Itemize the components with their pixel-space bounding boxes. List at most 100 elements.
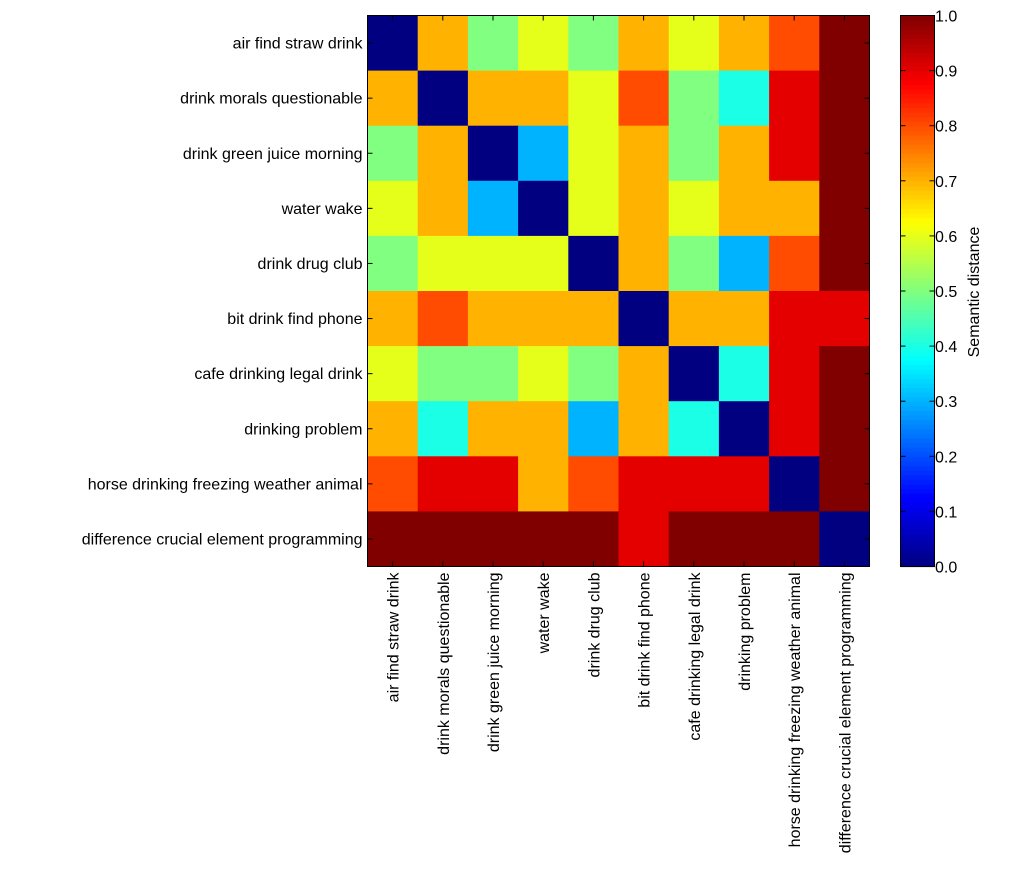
colorbar-tick-label: 0.2 bbox=[935, 449, 957, 466]
heatmap-cell bbox=[618, 235, 670, 292]
colorbar-segment bbox=[900, 176, 935, 182]
heatmap-cell bbox=[568, 70, 619, 127]
colorbar-segment bbox=[900, 460, 935, 467]
heatmap-cell bbox=[518, 511, 569, 567]
colorbar-segment bbox=[900, 387, 935, 393]
colorbar-segment bbox=[900, 56, 935, 63]
colorbar-segment bbox=[900, 525, 935, 531]
colorbar-segment bbox=[900, 323, 935, 329]
colorbar-segment bbox=[900, 98, 935, 104]
heatmap-cell bbox=[769, 15, 820, 72]
colorbar-segment bbox=[900, 515, 935, 522]
heatmap-cell bbox=[769, 511, 820, 567]
x-tick-label: cafe drinking legal drink bbox=[687, 572, 704, 741]
heatmap-cell bbox=[518, 456, 569, 512]
colorbar-segment bbox=[900, 212, 935, 219]
colorbar-segment bbox=[900, 107, 935, 113]
colorbar-segment bbox=[900, 240, 935, 246]
colorbar-segment bbox=[900, 33, 935, 40]
colorbar-segment bbox=[900, 286, 935, 292]
heatmap-cell bbox=[367, 401, 419, 457]
heatmap-cell bbox=[367, 125, 419, 182]
heatmap-cell bbox=[467, 511, 519, 567]
heatmap-cells bbox=[367, 15, 870, 567]
colorbar-segment bbox=[900, 47, 935, 53]
colorbar-segment bbox=[900, 493, 935, 499]
heatmap-cell bbox=[819, 511, 870, 567]
heatmap-cell bbox=[718, 511, 770, 567]
colorbar-segment bbox=[900, 419, 935, 425]
heatmap-cell bbox=[518, 15, 569, 72]
colorbar-segment bbox=[900, 506, 935, 512]
colorbar-segment bbox=[900, 15, 935, 21]
heatmap-cell bbox=[518, 291, 569, 347]
y-tick-label: air find straw drink bbox=[233, 36, 364, 53]
heatmap-cell bbox=[718, 346, 770, 402]
heatmap-cell bbox=[568, 401, 619, 457]
colorbar-segment bbox=[900, 359, 935, 366]
colorbar-segment bbox=[900, 203, 935, 209]
heatmap-cell bbox=[769, 346, 820, 402]
heatmap-cell bbox=[518, 346, 569, 402]
colorbar-segment bbox=[900, 502, 935, 508]
heatmap-cell bbox=[718, 70, 770, 127]
colorbar-segment bbox=[900, 313, 935, 320]
heatmap-cell bbox=[618, 346, 670, 402]
colorbar-segment bbox=[900, 428, 935, 434]
heatmap-cell bbox=[668, 180, 720, 237]
colorbar-segment bbox=[900, 180, 935, 186]
colorbar-segment bbox=[900, 226, 935, 232]
heatmap-cell bbox=[467, 70, 519, 127]
colorbar-segment bbox=[900, 61, 935, 67]
colorbar-segment bbox=[900, 84, 935, 90]
colorbar-segment bbox=[900, 538, 935, 545]
colorbar-segment bbox=[900, 70, 935, 76]
heatmap-cell bbox=[568, 125, 619, 182]
heatmap-cell bbox=[417, 346, 469, 402]
colorbar-segment bbox=[900, 167, 935, 173]
y-tick-label: bit drink find phone bbox=[227, 311, 362, 328]
x-tick-label: bit drink find phone bbox=[637, 572, 654, 707]
colorbar-segment bbox=[900, 295, 935, 301]
colorbar-segment bbox=[900, 231, 935, 237]
colorbar-segment bbox=[900, 38, 935, 44]
x-tick-label: drink green juice morning bbox=[486, 573, 503, 753]
colorbar-segment bbox=[900, 309, 935, 315]
colorbar-segment bbox=[900, 88, 935, 95]
colorbar-segment bbox=[900, 263, 935, 269]
colorbar-segment bbox=[900, 111, 935, 118]
x-tick-label: air find straw drink bbox=[386, 572, 403, 703]
heatmap-cell bbox=[819, 291, 870, 347]
heatmap-cell bbox=[467, 15, 519, 72]
heatmap-cell bbox=[568, 346, 619, 402]
colorbar-segment bbox=[900, 318, 935, 324]
colorbar-segment bbox=[900, 483, 935, 490]
colorbar-segment bbox=[900, 543, 935, 549]
heatmap-cell bbox=[367, 511, 419, 567]
colorbar-tick-label: 0.3 bbox=[935, 394, 957, 411]
heatmap-cell bbox=[618, 511, 670, 567]
heatmap-cell bbox=[769, 456, 820, 512]
heatmap-cell bbox=[668, 456, 720, 512]
colorbar-segment bbox=[900, 102, 935, 108]
heatmap-cell bbox=[518, 235, 569, 292]
heatmap-cell bbox=[718, 125, 770, 182]
colorbar-segment bbox=[900, 171, 935, 177]
colorbar-segment bbox=[900, 327, 935, 333]
y-tick-label: drink morals questionable bbox=[180, 91, 362, 108]
colorbar-tick-label: 0.6 bbox=[935, 229, 957, 246]
colorbar-segment bbox=[900, 281, 935, 288]
heatmap-cell bbox=[668, 235, 720, 292]
colorbar-segment bbox=[900, 29, 935, 35]
x-tick-label: difference crucial element programming bbox=[837, 573, 854, 854]
colorbar-segment bbox=[900, 392, 935, 398]
heatmap-cell bbox=[417, 401, 469, 457]
heatmap-cell bbox=[417, 235, 469, 292]
colorbar-segment bbox=[900, 130, 935, 136]
colorbar-segment bbox=[900, 75, 935, 81]
colorbar-segment bbox=[900, 304, 935, 310]
x-tick-labels: air find straw drink drink morals questio… bbox=[386, 15, 854, 854]
colorbar-segment bbox=[900, 520, 935, 526]
heatmap-cell bbox=[417, 70, 469, 127]
